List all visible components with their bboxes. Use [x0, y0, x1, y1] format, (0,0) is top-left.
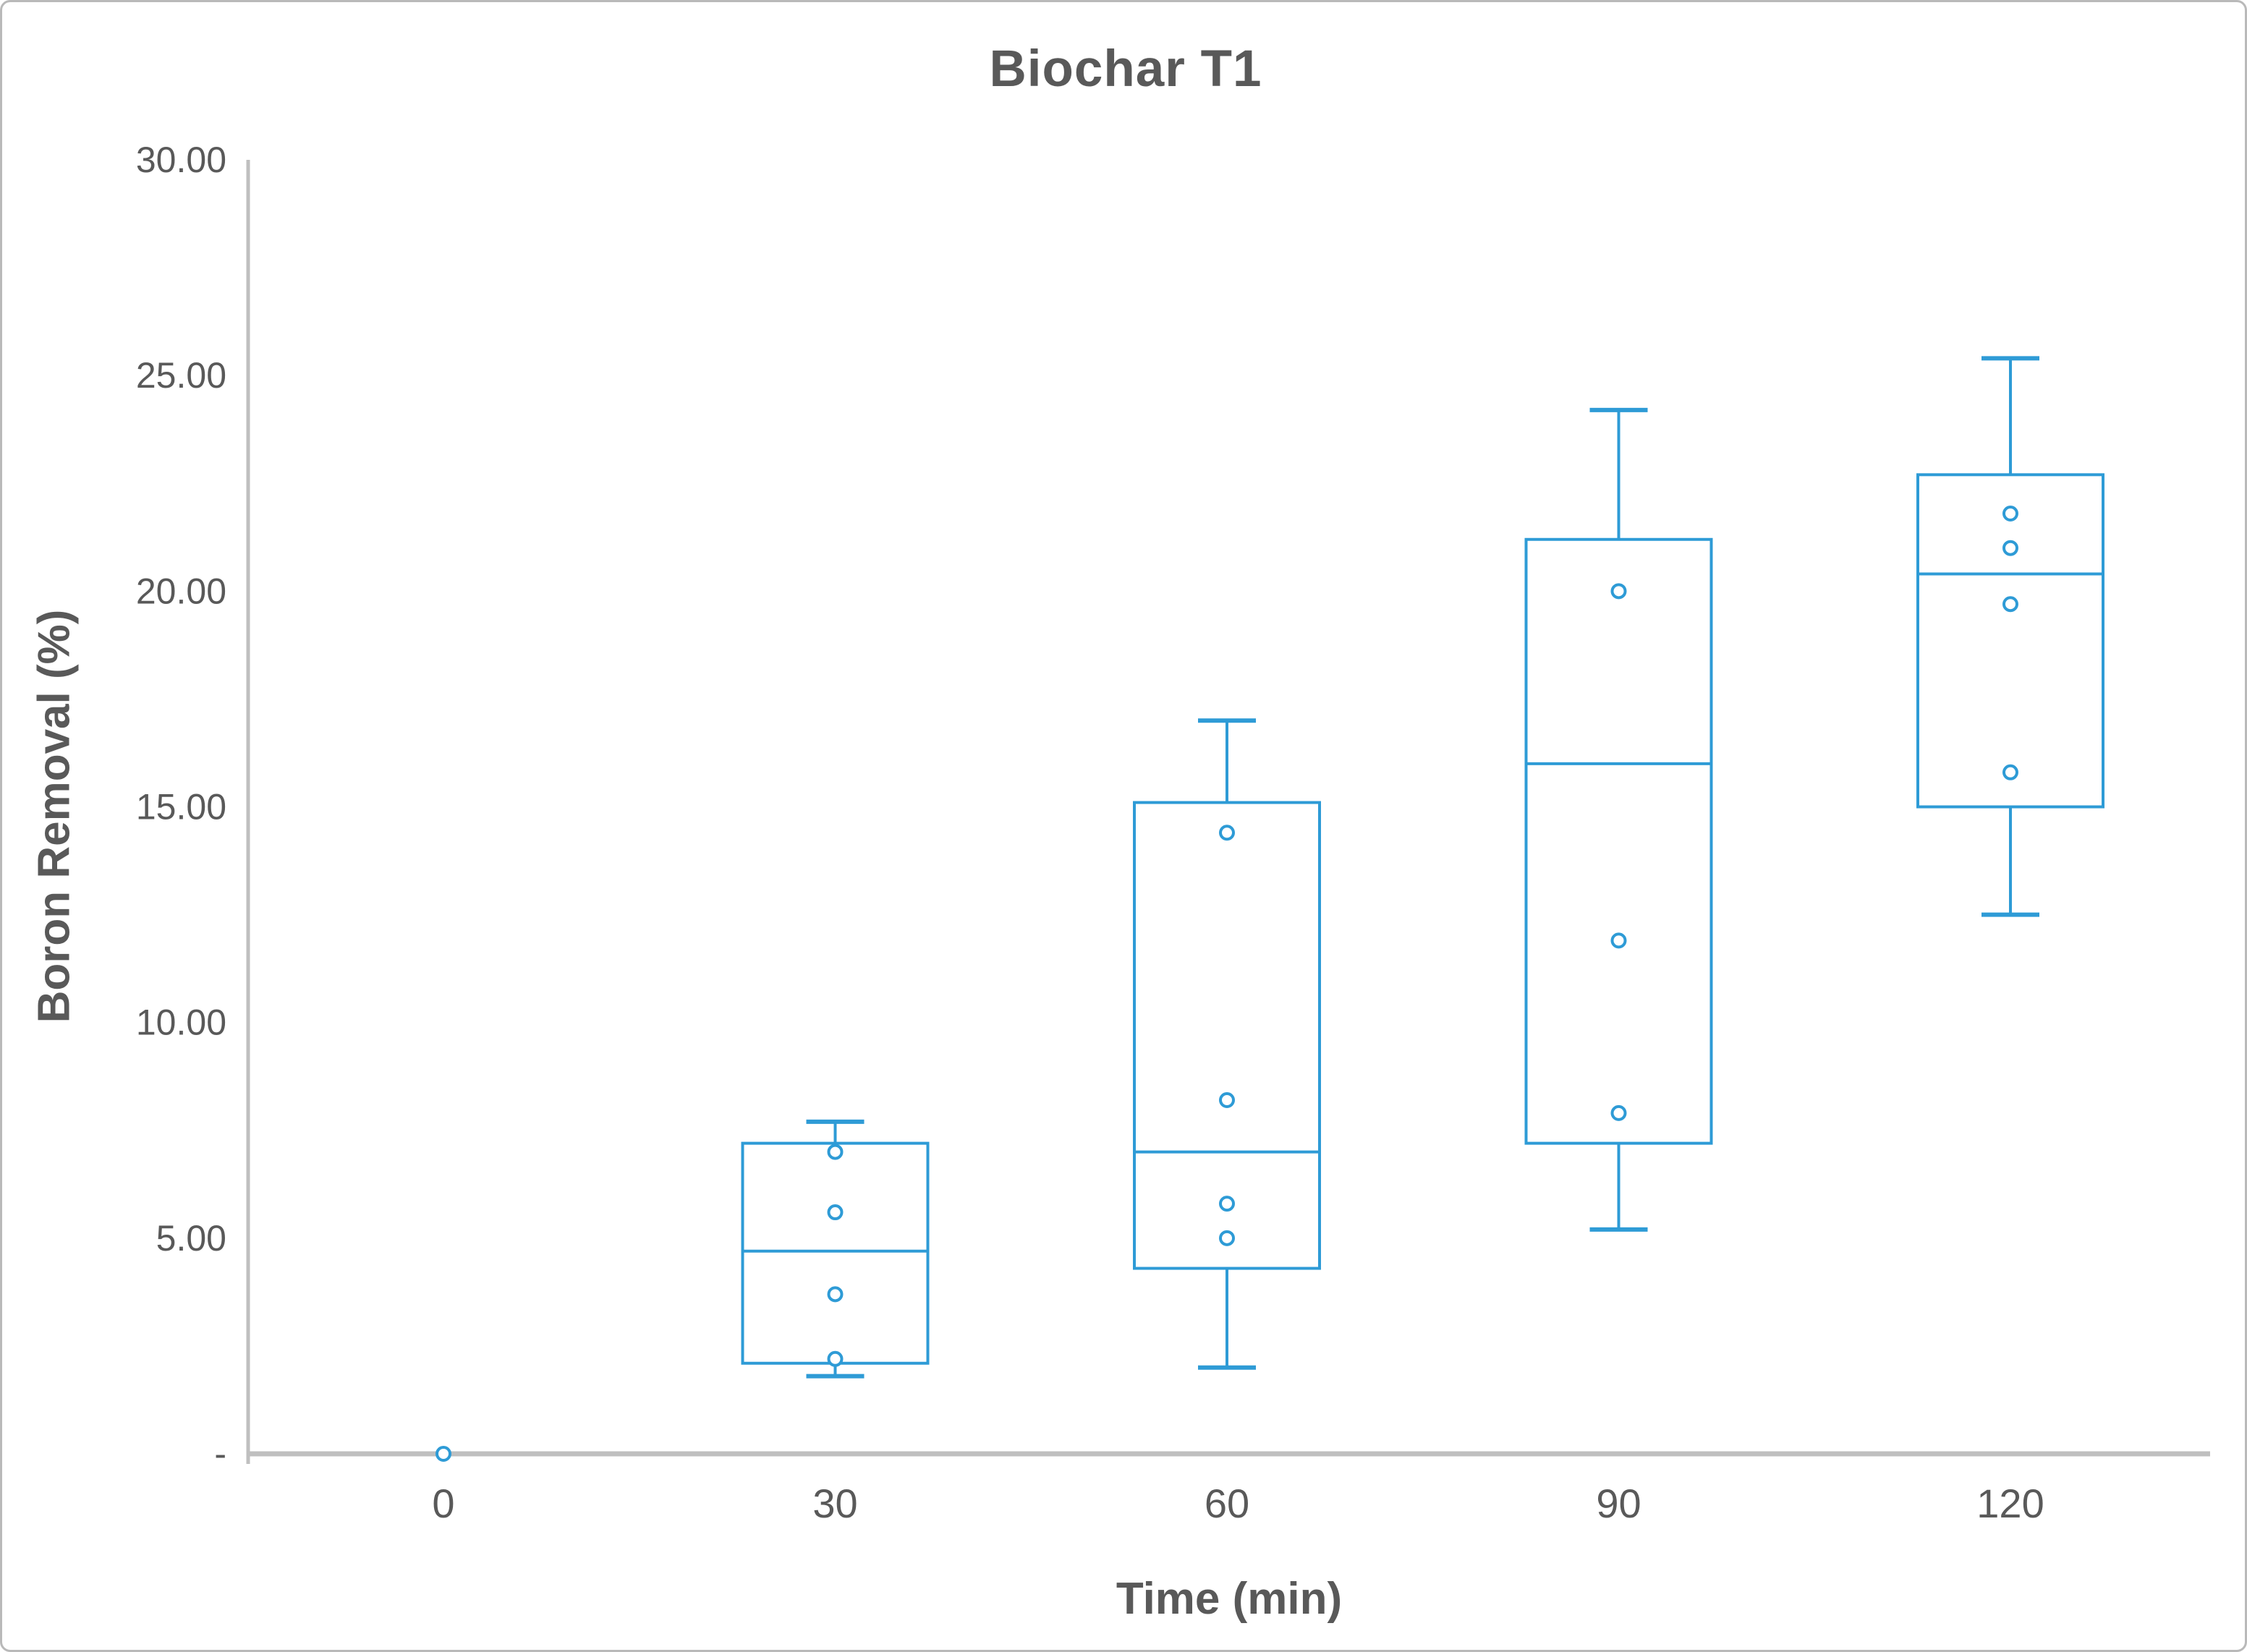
data-point-marker — [2002, 764, 2018, 780]
data-point-marker — [2002, 540, 2018, 556]
iqr-box — [1133, 801, 1321, 1270]
data-point-marker — [827, 1144, 844, 1160]
y-tick-label: - — [214, 1434, 226, 1474]
y-tick-label: 5.00 — [156, 1218, 226, 1259]
data-point-marker — [1219, 825, 1235, 841]
chart-title: Biochar T1 — [989, 41, 1262, 98]
data-point-marker — [827, 1286, 844, 1303]
data-point-marker — [436, 1446, 451, 1462]
y-tick-label: 15.00 — [136, 787, 226, 827]
y-tick-label: 25.00 — [136, 355, 226, 396]
x-tick-label: 90 — [1596, 1481, 1641, 1526]
iqr-box — [741, 1141, 930, 1365]
iqr-box — [1916, 473, 2104, 809]
y-tick-label: 20.00 — [136, 571, 226, 611]
x-tick-label: 0 — [432, 1481, 454, 1526]
data-point-marker — [1219, 1230, 1235, 1246]
data-point-marker — [1610, 583, 1627, 600]
data-point-marker — [827, 1350, 844, 1367]
y-tick-label: 10.00 — [136, 1002, 226, 1043]
data-point-marker — [827, 1204, 844, 1221]
data-point-marker — [1219, 1196, 1235, 1212]
data-point-marker — [1219, 1092, 1235, 1109]
data-point-marker — [1610, 1104, 1627, 1121]
data-point-marker — [2002, 505, 2018, 521]
y-tick-label: 30.00 — [136, 140, 226, 180]
x-tick-label: 120 — [1976, 1481, 2044, 1526]
data-point-marker — [2002, 596, 2018, 613]
data-point-marker — [1610, 932, 1627, 949]
x-axis-title: Time (min) — [1116, 1574, 1343, 1624]
x-tick-label: 60 — [1205, 1481, 1249, 1526]
x-tick-label: 30 — [812, 1481, 857, 1526]
iqr-box — [1524, 537, 1713, 1145]
